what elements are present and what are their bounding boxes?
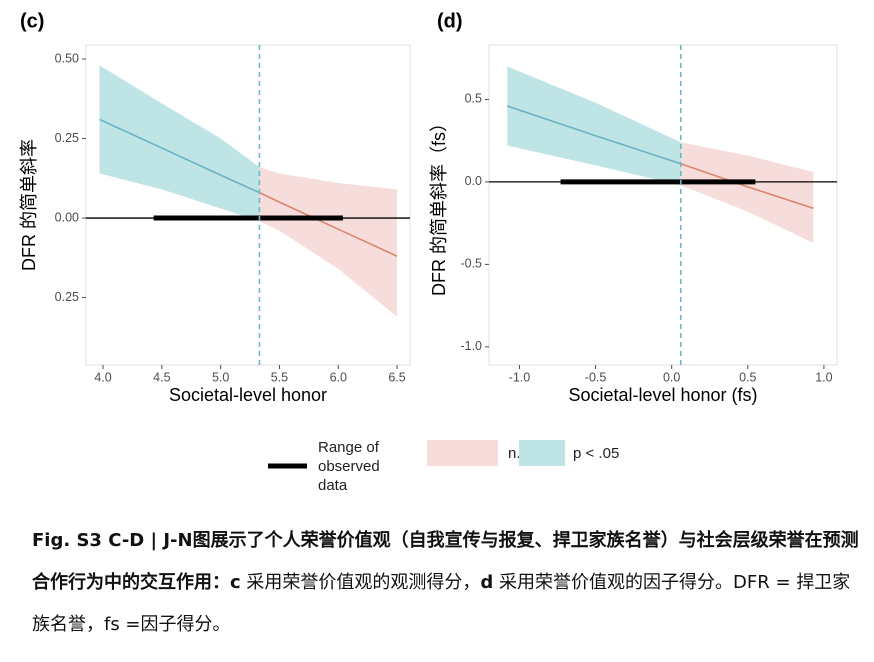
x-tick-label: 1.0 <box>815 370 832 384</box>
legend-swatch <box>427 440 498 466</box>
x-tick-label: 5.0 <box>212 370 229 384</box>
y-tick-label: 0.0 <box>465 174 482 188</box>
y-tick-label: -0.5 <box>460 257 482 271</box>
caption-text: d <box>480 572 494 593</box>
x-tick-label: 0.0 <box>663 370 680 384</box>
y-tick-label: 0.25 <box>55 131 79 145</box>
caption-text: Fig. S3 C-D | J-N图展示了个人荣誉价值观（自我宣传与报复、捍卫家… <box>32 530 859 593</box>
figure: (c) 4.0 4.5 5.0 5.5 6.0 6.5 0.50 0.25 0.00 0.25 Soc… <box>19 10 838 494</box>
x-tick-label: 0.5 <box>739 370 756 384</box>
x-tick-label: -1.0 <box>509 370 531 384</box>
y-axis-title: DFR 的简单斜率（fs） <box>429 114 449 296</box>
plot-frame <box>85 44 411 366</box>
legend-swatch <box>519 440 565 466</box>
legend-range-box: Range of observed data <box>318 439 380 494</box>
confidence-band <box>259 167 398 317</box>
confidence-band <box>680 142 814 243</box>
panel-label: (d) <box>437 10 463 32</box>
plot-frame <box>488 44 838 366</box>
y-tick-label: 0.50 <box>55 51 79 65</box>
panel-label: (c) <box>20 10 44 32</box>
slope-line <box>507 105 682 165</box>
y-tick-label: 0.5 <box>465 92 482 106</box>
y-tick-label: -1.0 <box>460 339 482 353</box>
x-axis-title: Societal-level honor <box>169 385 327 405</box>
y-tick-label: 0.25 <box>55 290 79 304</box>
caption-text: c <box>230 572 241 593</box>
x-tick-label: 6.5 <box>388 370 405 384</box>
slope-line <box>680 163 814 210</box>
confidence-band <box>507 66 681 186</box>
caption-text: 采用荣誉价值观的因子得分。DFR = 捍卫家族名誉，fs =因子得分。 <box>32 572 851 635</box>
confidence-band <box>99 65 260 222</box>
slope-line <box>99 118 260 194</box>
x-tick-label: 5.5 <box>271 370 288 384</box>
legend-range-label: Range of observed data <box>318 439 380 494</box>
x-tick-label: 4.5 <box>153 370 170 384</box>
caption: Fig. S3 C-D | J-N图展示了个人荣誉价值观（自我宣传与报复、捍卫家… <box>32 520 862 646</box>
caption-text: 采用荣誉价值观的观测得分， <box>240 572 481 593</box>
y-axis-title: DFR 的简单斜率 <box>19 139 39 271</box>
x-tick-label: 6.0 <box>330 370 347 384</box>
y-tick-label: 0.00 <box>55 210 79 224</box>
x-axis-title: Societal-level honor (fs) <box>568 385 757 405</box>
legend-label: p < .05 <box>573 445 619 462</box>
x-tick-label: -0.5 <box>585 370 607 384</box>
x-tick-label: 4.0 <box>94 370 111 384</box>
